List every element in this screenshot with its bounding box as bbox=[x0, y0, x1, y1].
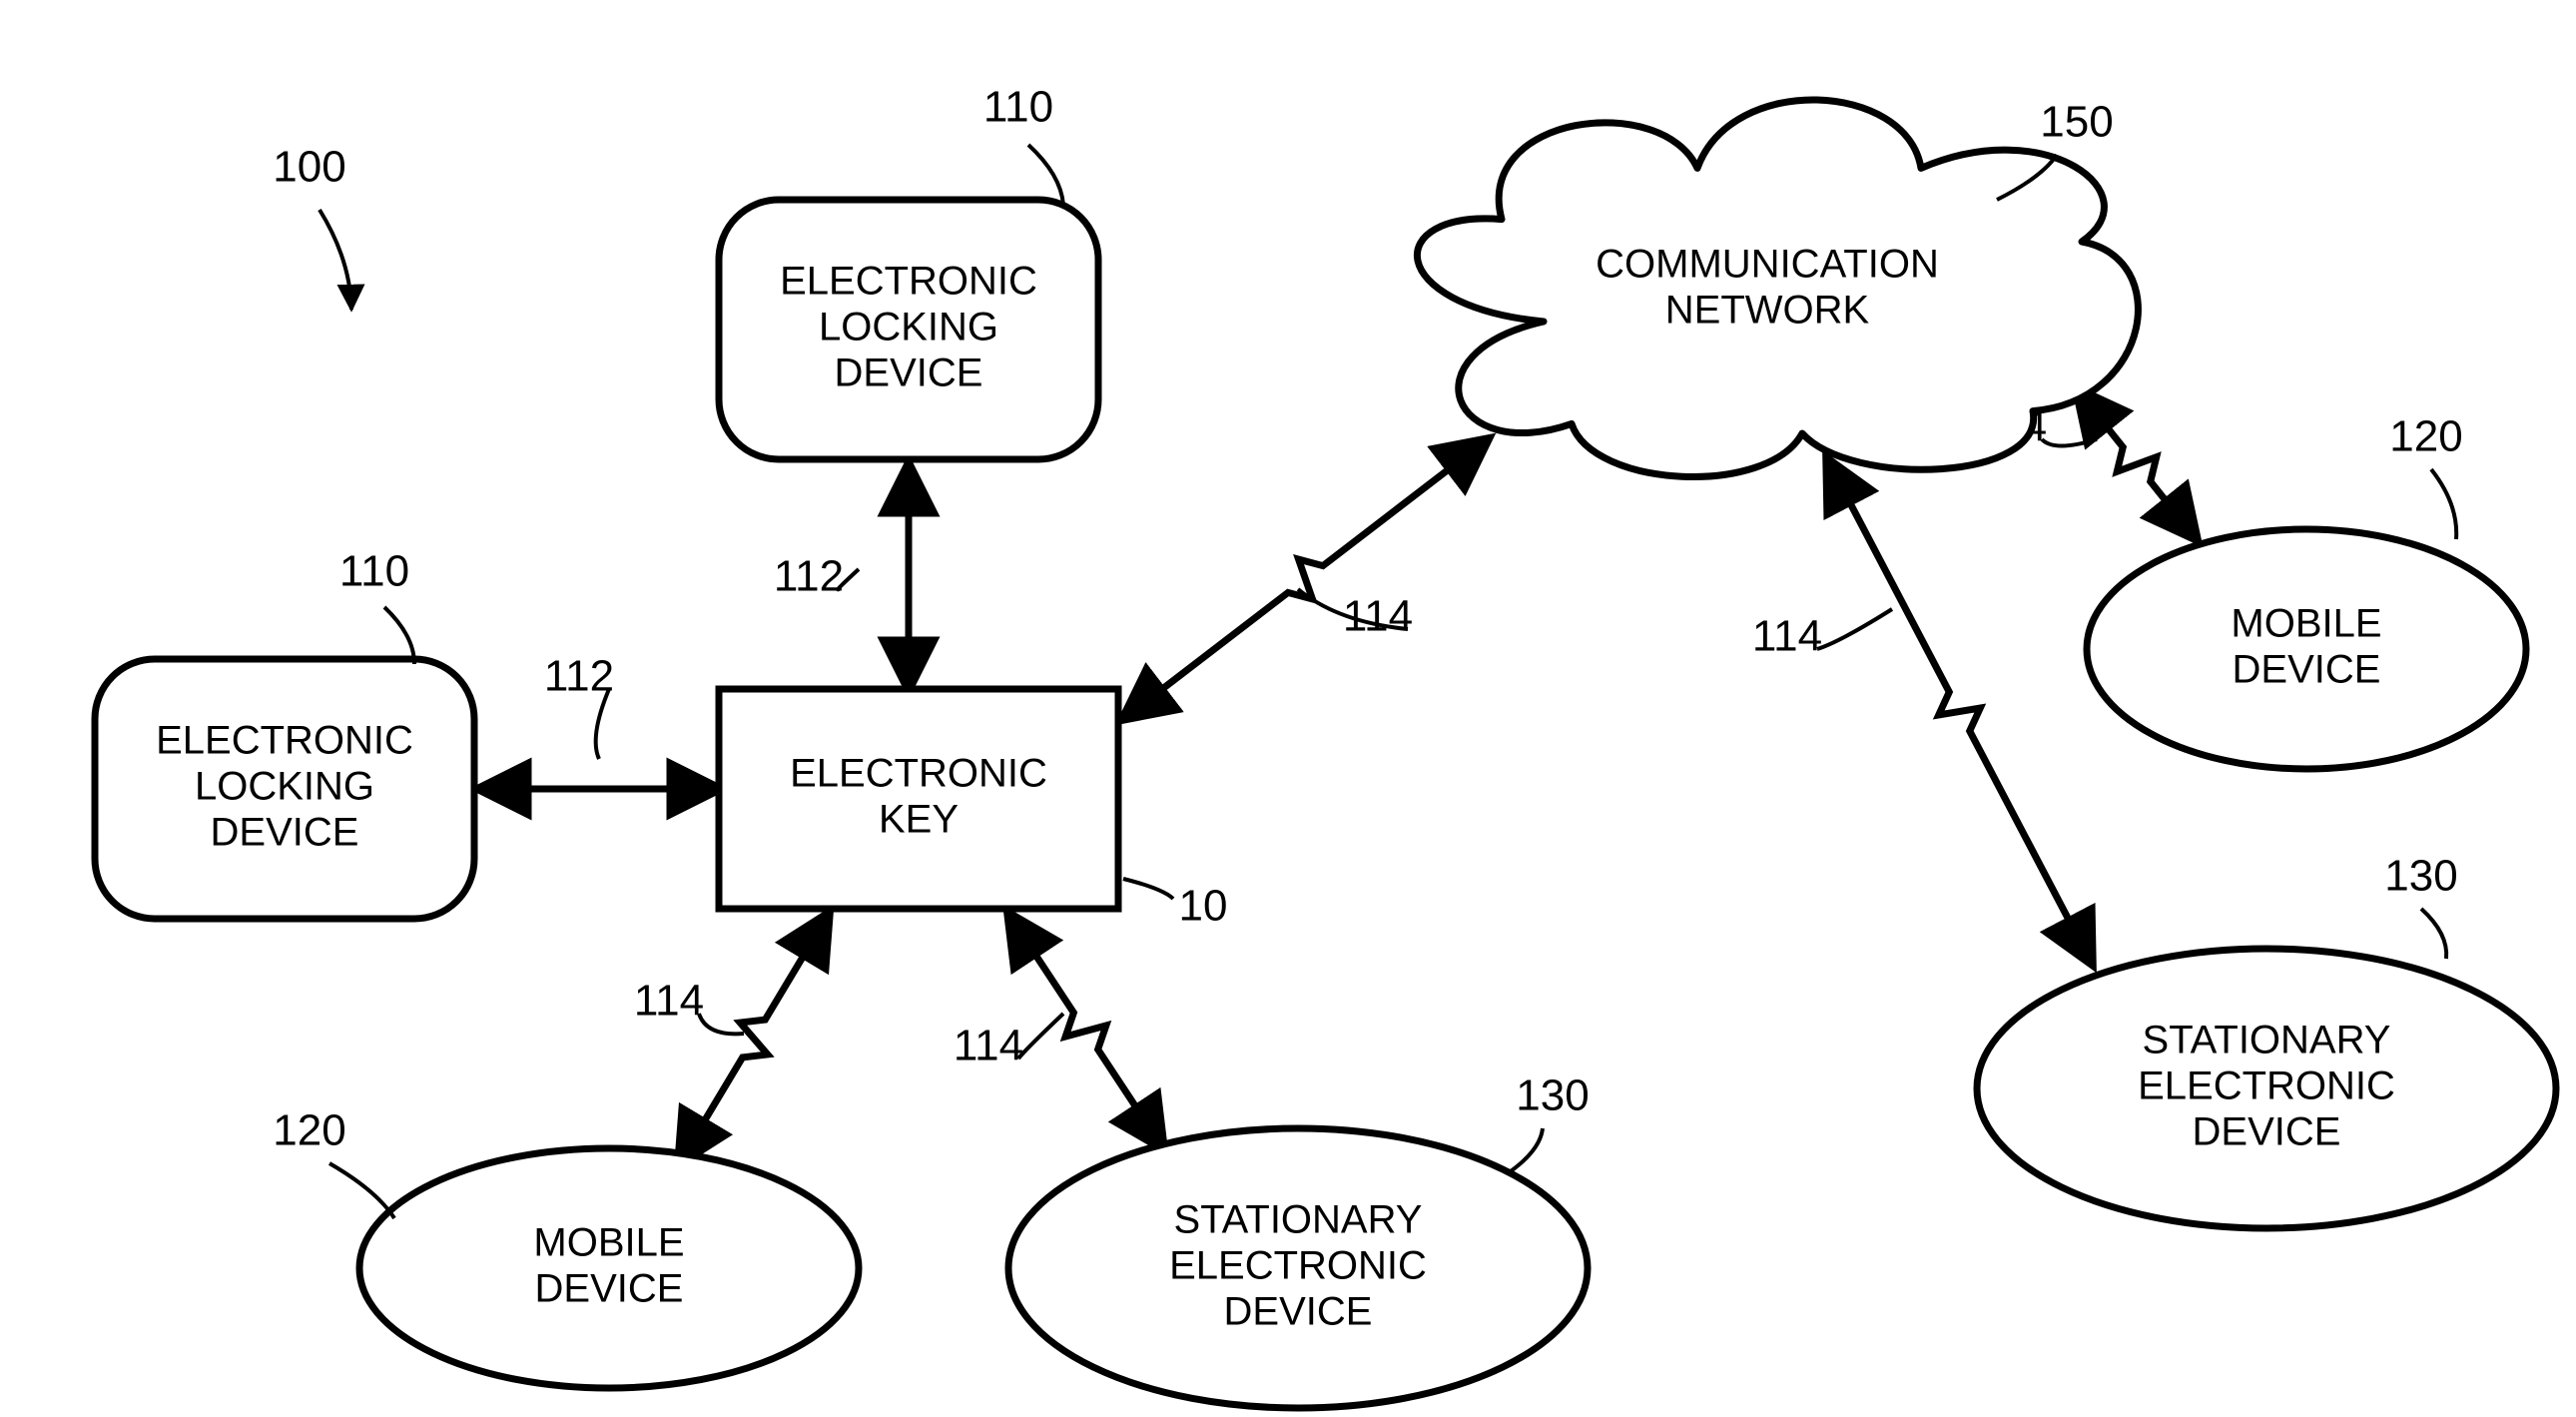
ref-130-7: 130 bbox=[1508, 1071, 1590, 1173]
edge-e1: 112 bbox=[774, 464, 909, 689]
svg-text:110: 110 bbox=[339, 547, 409, 596]
svg-text:STATIONARY: STATIONARY bbox=[1174, 1198, 1423, 1242]
ref-130-5: 130 bbox=[2384, 852, 2457, 959]
ref-10-8: 10 bbox=[1123, 879, 1227, 931]
svg-text:MOBILE: MOBILE bbox=[533, 1221, 684, 1265]
edge-e4: 114 bbox=[954, 914, 1163, 1148]
edge-label: 114 bbox=[954, 1022, 1023, 1070]
node-sed_l: STATIONARYELECTRONICDEVICE bbox=[1008, 1128, 1588, 1408]
node-mobile_l: MOBILEDEVICE bbox=[359, 1148, 859, 1388]
svg-text:ELECTRONIC: ELECTRONIC bbox=[780, 260, 1037, 304]
edge-label: 112 bbox=[774, 552, 844, 601]
svg-text:ELECTRONIC: ELECTRONIC bbox=[790, 752, 1047, 796]
svg-text:120: 120 bbox=[2389, 412, 2462, 461]
edge-e3: 114 bbox=[634, 914, 829, 1163]
svg-text:DEVICE: DEVICE bbox=[211, 811, 359, 855]
ref-100-0: 100 bbox=[273, 143, 351, 310]
edge-e2: 112 bbox=[479, 652, 719, 789]
node-sed_r: STATIONARYELECTRONICDEVICE bbox=[1977, 949, 2556, 1228]
svg-text:110: 110 bbox=[983, 83, 1053, 132]
svg-text:STATIONARY: STATIONARY bbox=[2143, 1019, 2391, 1063]
svg-text:KEY: KEY bbox=[879, 798, 959, 842]
node-eld_left: ELECTRONICLOCKINGDEVICE bbox=[95, 659, 474, 919]
svg-text:DEVICE: DEVICE bbox=[835, 352, 983, 395]
node-ekey: ELECTRONICKEY bbox=[719, 689, 1118, 909]
edge-e5: 114 bbox=[1123, 439, 1488, 719]
ref-110-2: 110 bbox=[339, 547, 414, 664]
svg-text:LOCKING: LOCKING bbox=[195, 765, 374, 809]
svg-text:DEVICE: DEVICE bbox=[2233, 648, 2381, 692]
node-mobile_r: MOBILEDEVICE bbox=[2087, 529, 2526, 769]
svg-text:LOCKING: LOCKING bbox=[819, 306, 998, 350]
ref-120-4: 120 bbox=[2389, 412, 2462, 539]
svg-text:150: 150 bbox=[2040, 98, 2113, 147]
svg-text:ELECTRONIC: ELECTRONIC bbox=[2138, 1064, 2395, 1108]
svg-text:ELECTRONIC: ELECTRONIC bbox=[156, 719, 413, 763]
svg-text:100: 100 bbox=[273, 143, 345, 192]
svg-text:MOBILE: MOBILE bbox=[2231, 602, 2381, 646]
svg-text:10: 10 bbox=[1179, 882, 1228, 931]
svg-text:DEVICE: DEVICE bbox=[2193, 1110, 2341, 1154]
edge-label: 114 bbox=[634, 977, 704, 1026]
node-cloud: COMMUNICATIONNETWORK bbox=[1417, 100, 2138, 477]
svg-text:120: 120 bbox=[273, 1106, 345, 1155]
node-eld_top: ELECTRONICLOCKINGDEVICE bbox=[719, 200, 1098, 459]
svg-text:ELECTRONIC: ELECTRONIC bbox=[1169, 1244, 1427, 1288]
svg-text:130: 130 bbox=[1516, 1071, 1589, 1120]
edge-label: 114 bbox=[1752, 612, 1822, 661]
svg-text:NETWORK: NETWORK bbox=[1665, 289, 1870, 333]
svg-text:130: 130 bbox=[2384, 852, 2457, 901]
svg-text:COMMUNICATION: COMMUNICATION bbox=[1596, 243, 1939, 287]
ref-120-6: 120 bbox=[273, 1106, 394, 1218]
edge-label: 112 bbox=[544, 652, 614, 701]
edge-label: 114 bbox=[1343, 592, 1413, 641]
edge-e7: 114 bbox=[1752, 459, 2092, 964]
svg-text:DEVICE: DEVICE bbox=[535, 1267, 684, 1311]
ref-110-1: 110 bbox=[983, 83, 1063, 205]
svg-text:DEVICE: DEVICE bbox=[1224, 1290, 1373, 1334]
